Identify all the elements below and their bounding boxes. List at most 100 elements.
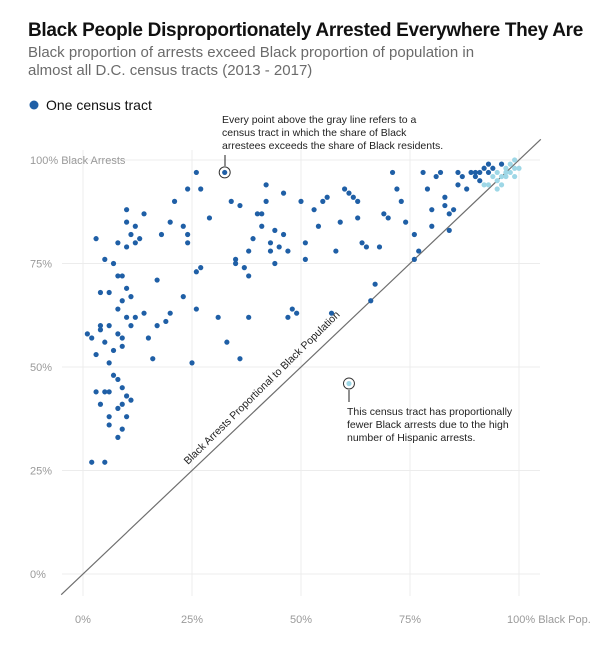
- data-point: [429, 223, 435, 229]
- data-point: [124, 393, 130, 399]
- data-point: [490, 173, 496, 180]
- data-point: [485, 161, 492, 167]
- data-point: [477, 178, 483, 184]
- data-point: [498, 182, 505, 188]
- data-point: [315, 223, 322, 229]
- data-point: [119, 298, 125, 304]
- data-point: [124, 285, 130, 291]
- annotation-below-line-2: fewer Black arrests due to the high: [347, 419, 509, 431]
- data-point: [512, 173, 518, 180]
- data-point: [124, 314, 130, 320]
- data-point: [132, 314, 138, 320]
- data-point: [119, 273, 125, 279]
- annotation-above-line-3: arrestees exceeds the share of Black res…: [222, 140, 443, 152]
- axis-ticks: 0% 25% 50% 75% 100% Black Arrests 0% 25% 50% 75%…: [30, 155, 591, 626]
- data-point: [472, 173, 478, 180]
- data-point: [167, 219, 173, 225]
- data-point: [145, 335, 151, 341]
- data-point: [119, 385, 125, 391]
- data-point: [512, 157, 518, 163]
- data-point: [359, 240, 365, 246]
- data-point: [472, 169, 478, 176]
- data-point: [420, 169, 426, 176]
- data-point: [398, 198, 404, 204]
- data-point: [272, 260, 278, 267]
- data-point: [507, 161, 513, 167]
- data-point: [289, 306, 295, 312]
- data-point: [437, 169, 444, 176]
- highlighted-point: [222, 169, 228, 176]
- data-point: [416, 248, 422, 254]
- data-point: [241, 265, 247, 271]
- y-tick-label: 50%: [30, 362, 52, 374]
- data-point: [180, 223, 186, 229]
- data-point: [128, 323, 134, 329]
- data-point: [411, 231, 417, 238]
- data-point: [512, 165, 518, 171]
- data-point: [481, 182, 487, 188]
- data-point: [429, 207, 435, 213]
- data-point: [97, 327, 104, 333]
- data-point: [254, 211, 260, 217]
- data-point: [141, 310, 147, 316]
- data-point: [110, 372, 117, 378]
- data-point: [97, 289, 104, 296]
- data-point: [337, 219, 343, 225]
- annotation-above-line: Every point above the gray line refers t…: [222, 114, 443, 166]
- data-point: [198, 186, 204, 192]
- data-point: [93, 351, 99, 358]
- data-point: [494, 169, 500, 176]
- data-point: [294, 310, 300, 316]
- parity-line-label: Black Arrests Proportional to Black Popu…: [182, 309, 343, 467]
- data-point: [224, 339, 230, 345]
- data-point: [115, 306, 121, 312]
- data-point: [477, 169, 483, 176]
- data-point: [110, 347, 117, 354]
- data-point: [455, 182, 461, 188]
- data-point: [193, 169, 199, 176]
- data-point: [137, 236, 143, 242]
- data-point: [263, 182, 269, 188]
- data-point: [494, 186, 500, 192]
- data-point: [468, 169, 474, 176]
- data-point: [215, 314, 221, 320]
- data-point: [180, 294, 186, 300]
- data-point: [433, 173, 439, 180]
- legend: One census tract: [29, 97, 152, 113]
- data-point: [324, 194, 330, 200]
- data-points: [84, 157, 522, 465]
- data-point: [494, 178, 500, 184]
- data-point: [128, 231, 134, 238]
- data-point: [128, 294, 134, 300]
- data-point: [124, 207, 130, 213]
- data-point: [346, 190, 352, 196]
- data-point: [442, 194, 448, 200]
- data-point: [442, 202, 448, 209]
- data-point: [280, 190, 287, 196]
- data-point: [97, 323, 104, 329]
- data-point: [119, 343, 125, 349]
- data-point: [267, 240, 274, 246]
- data-point: [459, 173, 465, 180]
- data-point: [233, 256, 239, 262]
- data-point: [394, 186, 400, 192]
- data-point: [455, 169, 461, 176]
- data-point: [132, 240, 138, 246]
- data-point: [89, 335, 95, 341]
- data-point: [302, 256, 308, 262]
- data-point: [498, 161, 505, 167]
- data-point: [115, 434, 121, 440]
- data-point: [102, 339, 108, 345]
- data-point: [342, 186, 348, 192]
- annotation-below-line-1: This census tract has proportionally: [347, 406, 513, 418]
- data-point: [507, 169, 513, 176]
- data-point: [246, 314, 252, 320]
- data-point: [106, 323, 112, 329]
- data-point: [372, 281, 378, 287]
- data-point: [464, 186, 470, 192]
- data-point: [424, 186, 431, 192]
- data-point: [119, 335, 125, 341]
- data-point: [263, 198, 269, 204]
- data-point: [193, 269, 199, 275]
